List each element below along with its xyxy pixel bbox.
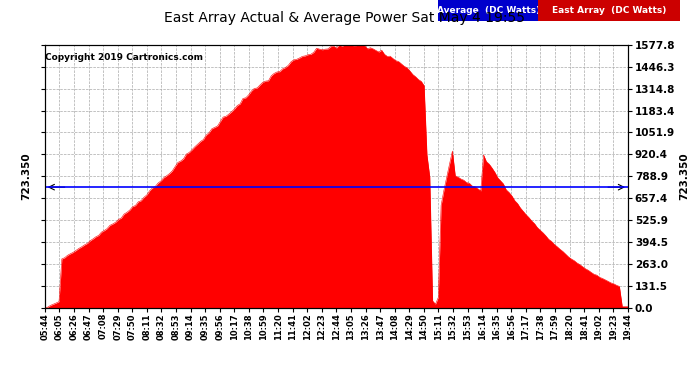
- Y-axis label: 723.350: 723.350: [680, 153, 689, 200]
- Text: East Array Actual & Average Power Sat May 4 19:55: East Array Actual & Average Power Sat Ma…: [164, 11, 526, 25]
- Text: Average  (DC Watts): Average (DC Watts): [437, 6, 540, 15]
- Text: Copyright 2019 Cartronics.com: Copyright 2019 Cartronics.com: [46, 53, 204, 62]
- Y-axis label: 723.350: 723.350: [21, 153, 32, 200]
- Text: East Array  (DC Watts): East Array (DC Watts): [552, 6, 666, 15]
